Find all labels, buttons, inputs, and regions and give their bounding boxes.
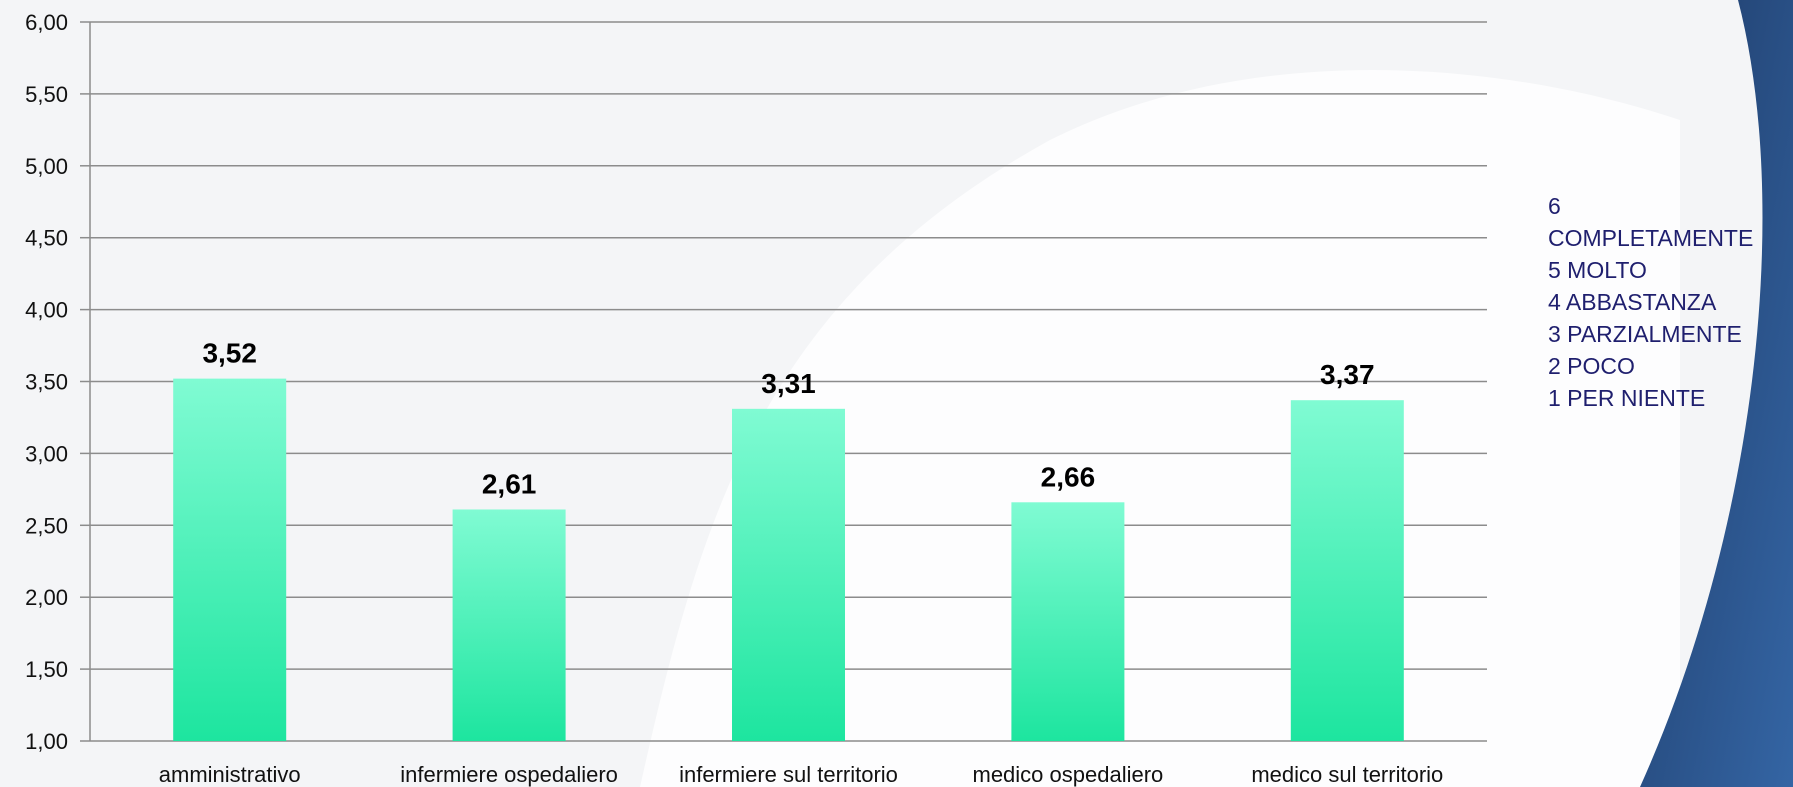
legend-item-6: 6 — [1548, 193, 1561, 219]
data-label: 3,37 — [1320, 359, 1375, 390]
bar — [452, 509, 566, 741]
category-label: medico ospedaliero — [973, 762, 1164, 787]
data-label: 3,52 — [202, 338, 257, 369]
legend: 6 COMPLETAMENTE 5 MOLTO 4 ABBASTANZA 3 P… — [1548, 190, 1753, 414]
blue-accent-band — [1640, 0, 1793, 787]
category-label: infermiere sul territorio — [679, 762, 898, 787]
bar — [1011, 502, 1125, 741]
y-tick-label: 4,50 — [25, 226, 68, 251]
y-tick-label: 5,50 — [25, 82, 68, 107]
y-tick-label: 3,00 — [25, 441, 68, 466]
y-tick-label: 6,00 — [25, 10, 68, 35]
category-label: amministrativo — [159, 762, 301, 787]
legend-item-molto: 5 MOLTO — [1548, 257, 1647, 283]
bar — [732, 408, 845, 741]
data-label: 2,61 — [482, 468, 537, 499]
legend-item-completamente: COMPLETAMENTE — [1548, 225, 1754, 251]
y-tick-label: 2,00 — [25, 585, 68, 610]
bar — [173, 378, 287, 741]
category-label: medico sul territorio — [1251, 762, 1443, 787]
data-labels: 3,52 2,61 3,31 2,66 3,37 — [202, 338, 1374, 500]
data-label: 3,31 — [761, 368, 816, 399]
y-tick-label: 5,00 — [25, 154, 68, 179]
category-label: infermiere ospedaliero — [400, 762, 618, 787]
y-tick-label: 1,50 — [25, 657, 68, 682]
legend-item-poco: 2 POCO — [1548, 353, 1635, 379]
x-axis-categories: amministrativo infermiere ospedaliero infe… — [159, 762, 1443, 787]
legend-item-abbastanza: 4 ABBASTANZA — [1548, 289, 1717, 315]
legend-item-per-niente: 1 PER NIENTE — [1548, 385, 1706, 411]
bars — [173, 378, 1404, 741]
bar — [1290, 400, 1404, 741]
y-tick-label: 2,50 — [25, 513, 68, 538]
y-tick-label: 4,00 — [25, 298, 68, 323]
y-tick-label: 3,50 — [25, 370, 68, 395]
y-axis-ticks: 1,00 1,50 2,00 2,50 3,00 3,50 4,00 4,50 5,00 5,50… — [25, 10, 68, 754]
legend-item-parzialmente: 3 PARZIALMENTE — [1548, 321, 1742, 347]
data-label: 2,66 — [1041, 461, 1096, 492]
y-tick-label: 1,00 — [25, 729, 68, 754]
